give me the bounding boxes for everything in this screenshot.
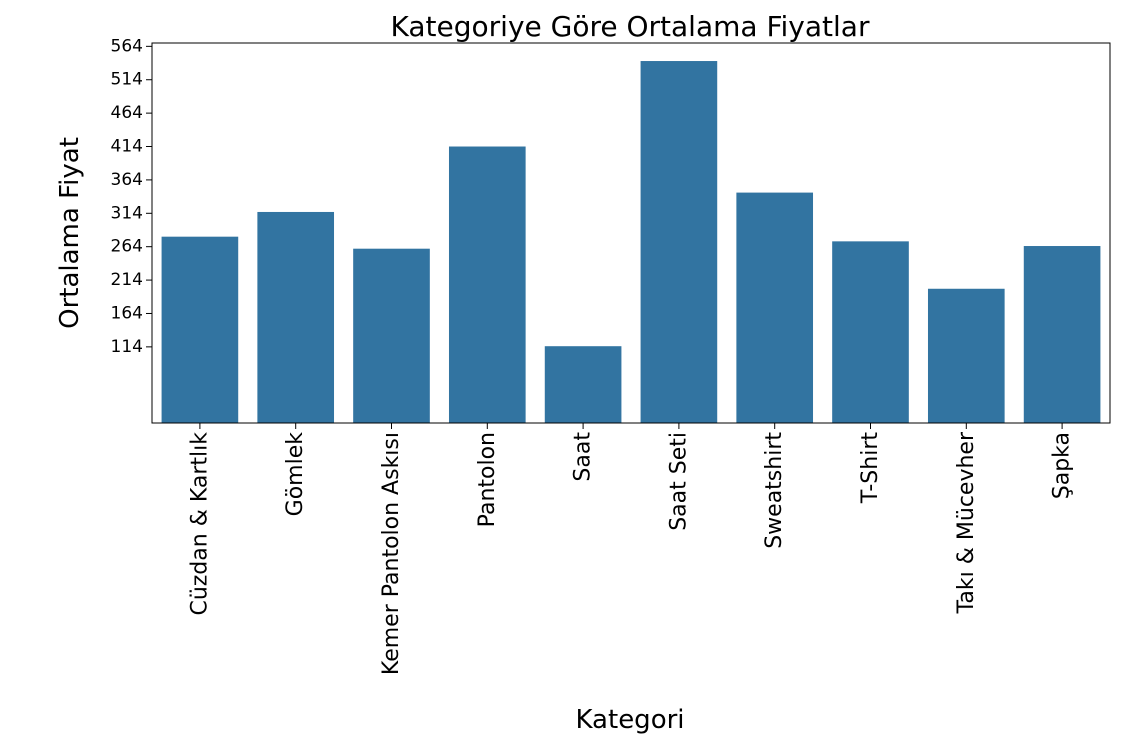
x-tick-label: Takı & Mücevher bbox=[954, 431, 979, 614]
bars-group bbox=[161, 61, 1101, 423]
chart-title: Kategoriye Göre Ortalama Fiyatlar bbox=[391, 10, 870, 43]
y-tick-label: 564 bbox=[111, 36, 143, 56]
y-tick-label: 264 bbox=[111, 237, 143, 257]
bar bbox=[353, 248, 430, 423]
y-tick-label: 514 bbox=[111, 70, 143, 90]
bar bbox=[257, 211, 335, 423]
x-tick-label: Pantolon bbox=[475, 432, 500, 527]
y-tick-label: 364 bbox=[111, 170, 143, 190]
bar bbox=[544, 346, 622, 423]
y-tick-label: 214 bbox=[111, 270, 143, 290]
x-tick-label: Gömlek bbox=[283, 432, 308, 517]
y-tick-label: 164 bbox=[111, 303, 143, 323]
bar bbox=[832, 241, 909, 423]
x-tick-label: Saat Seti bbox=[666, 432, 691, 531]
y-axis-ticks: 114 164 214 264 314 364 414 464 514 564 bbox=[111, 36, 152, 357]
x-axis-ticks: Cüzdan & Kartlık Gömlek Kemer Pantolon Ask… bbox=[187, 423, 1075, 675]
bar bbox=[161, 236, 239, 423]
bar bbox=[448, 146, 526, 423]
bar bbox=[640, 61, 718, 423]
y-axis-label: Ortalama Fiyat bbox=[55, 137, 85, 329]
plot-frame bbox=[151, 42, 1111, 424]
x-tick-label: T-Shirt bbox=[858, 432, 883, 504]
bar bbox=[736, 192, 814, 423]
y-tick-label: 314 bbox=[111, 203, 143, 223]
y-tick-label: 414 bbox=[111, 137, 143, 157]
x-tick-label: Şapka bbox=[1050, 432, 1075, 499]
x-axis-label: Kategori bbox=[575, 705, 684, 735]
bar bbox=[1023, 246, 1101, 423]
x-tick-label: Saat bbox=[571, 432, 596, 482]
y-tick-label: 114 bbox=[111, 337, 143, 357]
x-tick-label: Cüzdan & Kartlık bbox=[187, 432, 212, 616]
y-tick-label: 464 bbox=[111, 103, 143, 123]
bar bbox=[927, 288, 1005, 423]
x-tick-label: Sweatshirt bbox=[762, 432, 787, 549]
x-tick-label: Kemer Pantolon Askısı bbox=[379, 432, 404, 675]
